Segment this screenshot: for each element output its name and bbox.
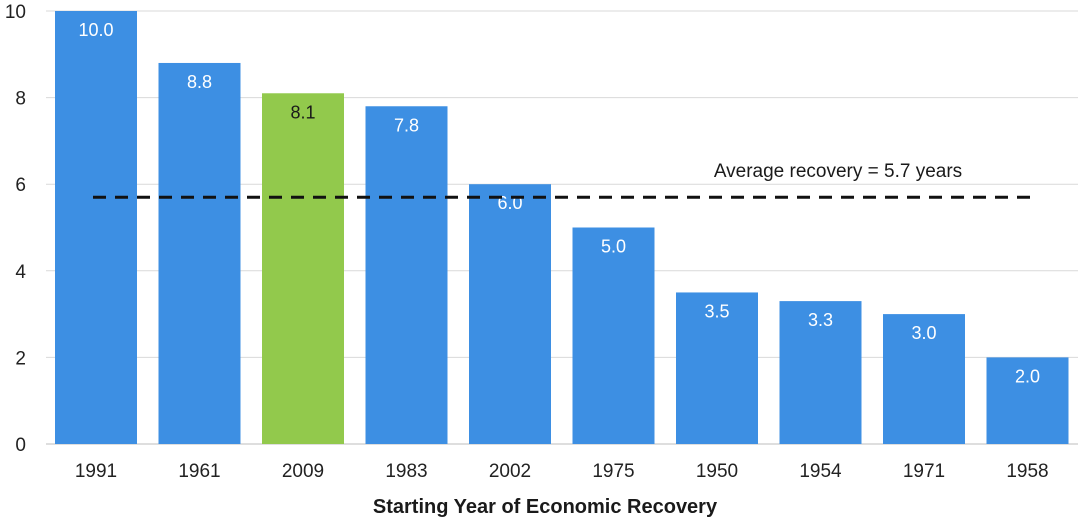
data-label-2009: 8.1 — [290, 102, 315, 122]
data-label-1950: 3.5 — [704, 301, 729, 321]
data-label-1975: 5.0 — [601, 237, 626, 257]
data-label-1958: 2.0 — [1015, 366, 1040, 386]
x-tick-label-2009: 2009 — [282, 461, 324, 482]
bar-1954 — [779, 301, 862, 444]
x-tick-label-1991: 1991 — [75, 461, 117, 482]
bar-1961 — [158, 62, 241, 445]
y-tick-label: 4 — [15, 262, 26, 283]
bar-2002 — [469, 184, 551, 444]
data-label-1961: 8.8 — [187, 72, 212, 92]
bar-2009 — [262, 93, 344, 445]
y-axis-ticks: 0 2 4 6 8 10 — [5, 2, 27, 456]
x-tick-label-1954: 1954 — [799, 461, 842, 482]
bar-1950 — [676, 292, 758, 444]
y-tick-label: 10 — [5, 2, 26, 23]
x-tick-label-1958: 1958 — [1006, 461, 1048, 482]
bar-1991 — [55, 11, 137, 444]
y-tick-label: 8 — [15, 89, 26, 110]
bars: 10.08.88.17.86.05.03.5 3.33.02.0 — [55, 11, 1069, 445]
x-axis-title: Starting Year of Economic Recovery — [373, 496, 718, 518]
x-tick-label-1961: 1961 — [178, 461, 220, 482]
x-tick-label-1983: 1983 — [385, 461, 427, 482]
bar-1958 — [986, 357, 1069, 444]
x-tick-label-1950: 1950 — [696, 461, 738, 482]
reference-line-group: Average recovery = 5.7 years — [93, 161, 1030, 199]
x-axis-ticks: 1991 1961 2009 1983 2002 1975 1950 1954 1971 1958 — [75, 461, 1049, 482]
x-tick-label-2002: 2002 — [489, 461, 531, 482]
average-annotation: Average recovery = 5.7 years — [714, 161, 962, 182]
data-label-1954: 3.3 — [808, 310, 833, 330]
x-tick-label-1971: 1971 — [903, 461, 945, 482]
y-tick-label: 0 — [15, 435, 26, 456]
x-tick-label-1975: 1975 — [592, 461, 634, 482]
y-tick-label: 2 — [15, 348, 26, 369]
data-label-1991: 10.0 — [78, 20, 113, 40]
data-label-1971: 3.0 — [911, 323, 936, 343]
data-label-1983: 7.8 — [394, 115, 419, 135]
y-tick-label: 6 — [15, 175, 26, 196]
bar-1971 — [883, 314, 965, 444]
bar-1983 — [365, 106, 448, 444]
bar-1975 — [572, 227, 655, 444]
